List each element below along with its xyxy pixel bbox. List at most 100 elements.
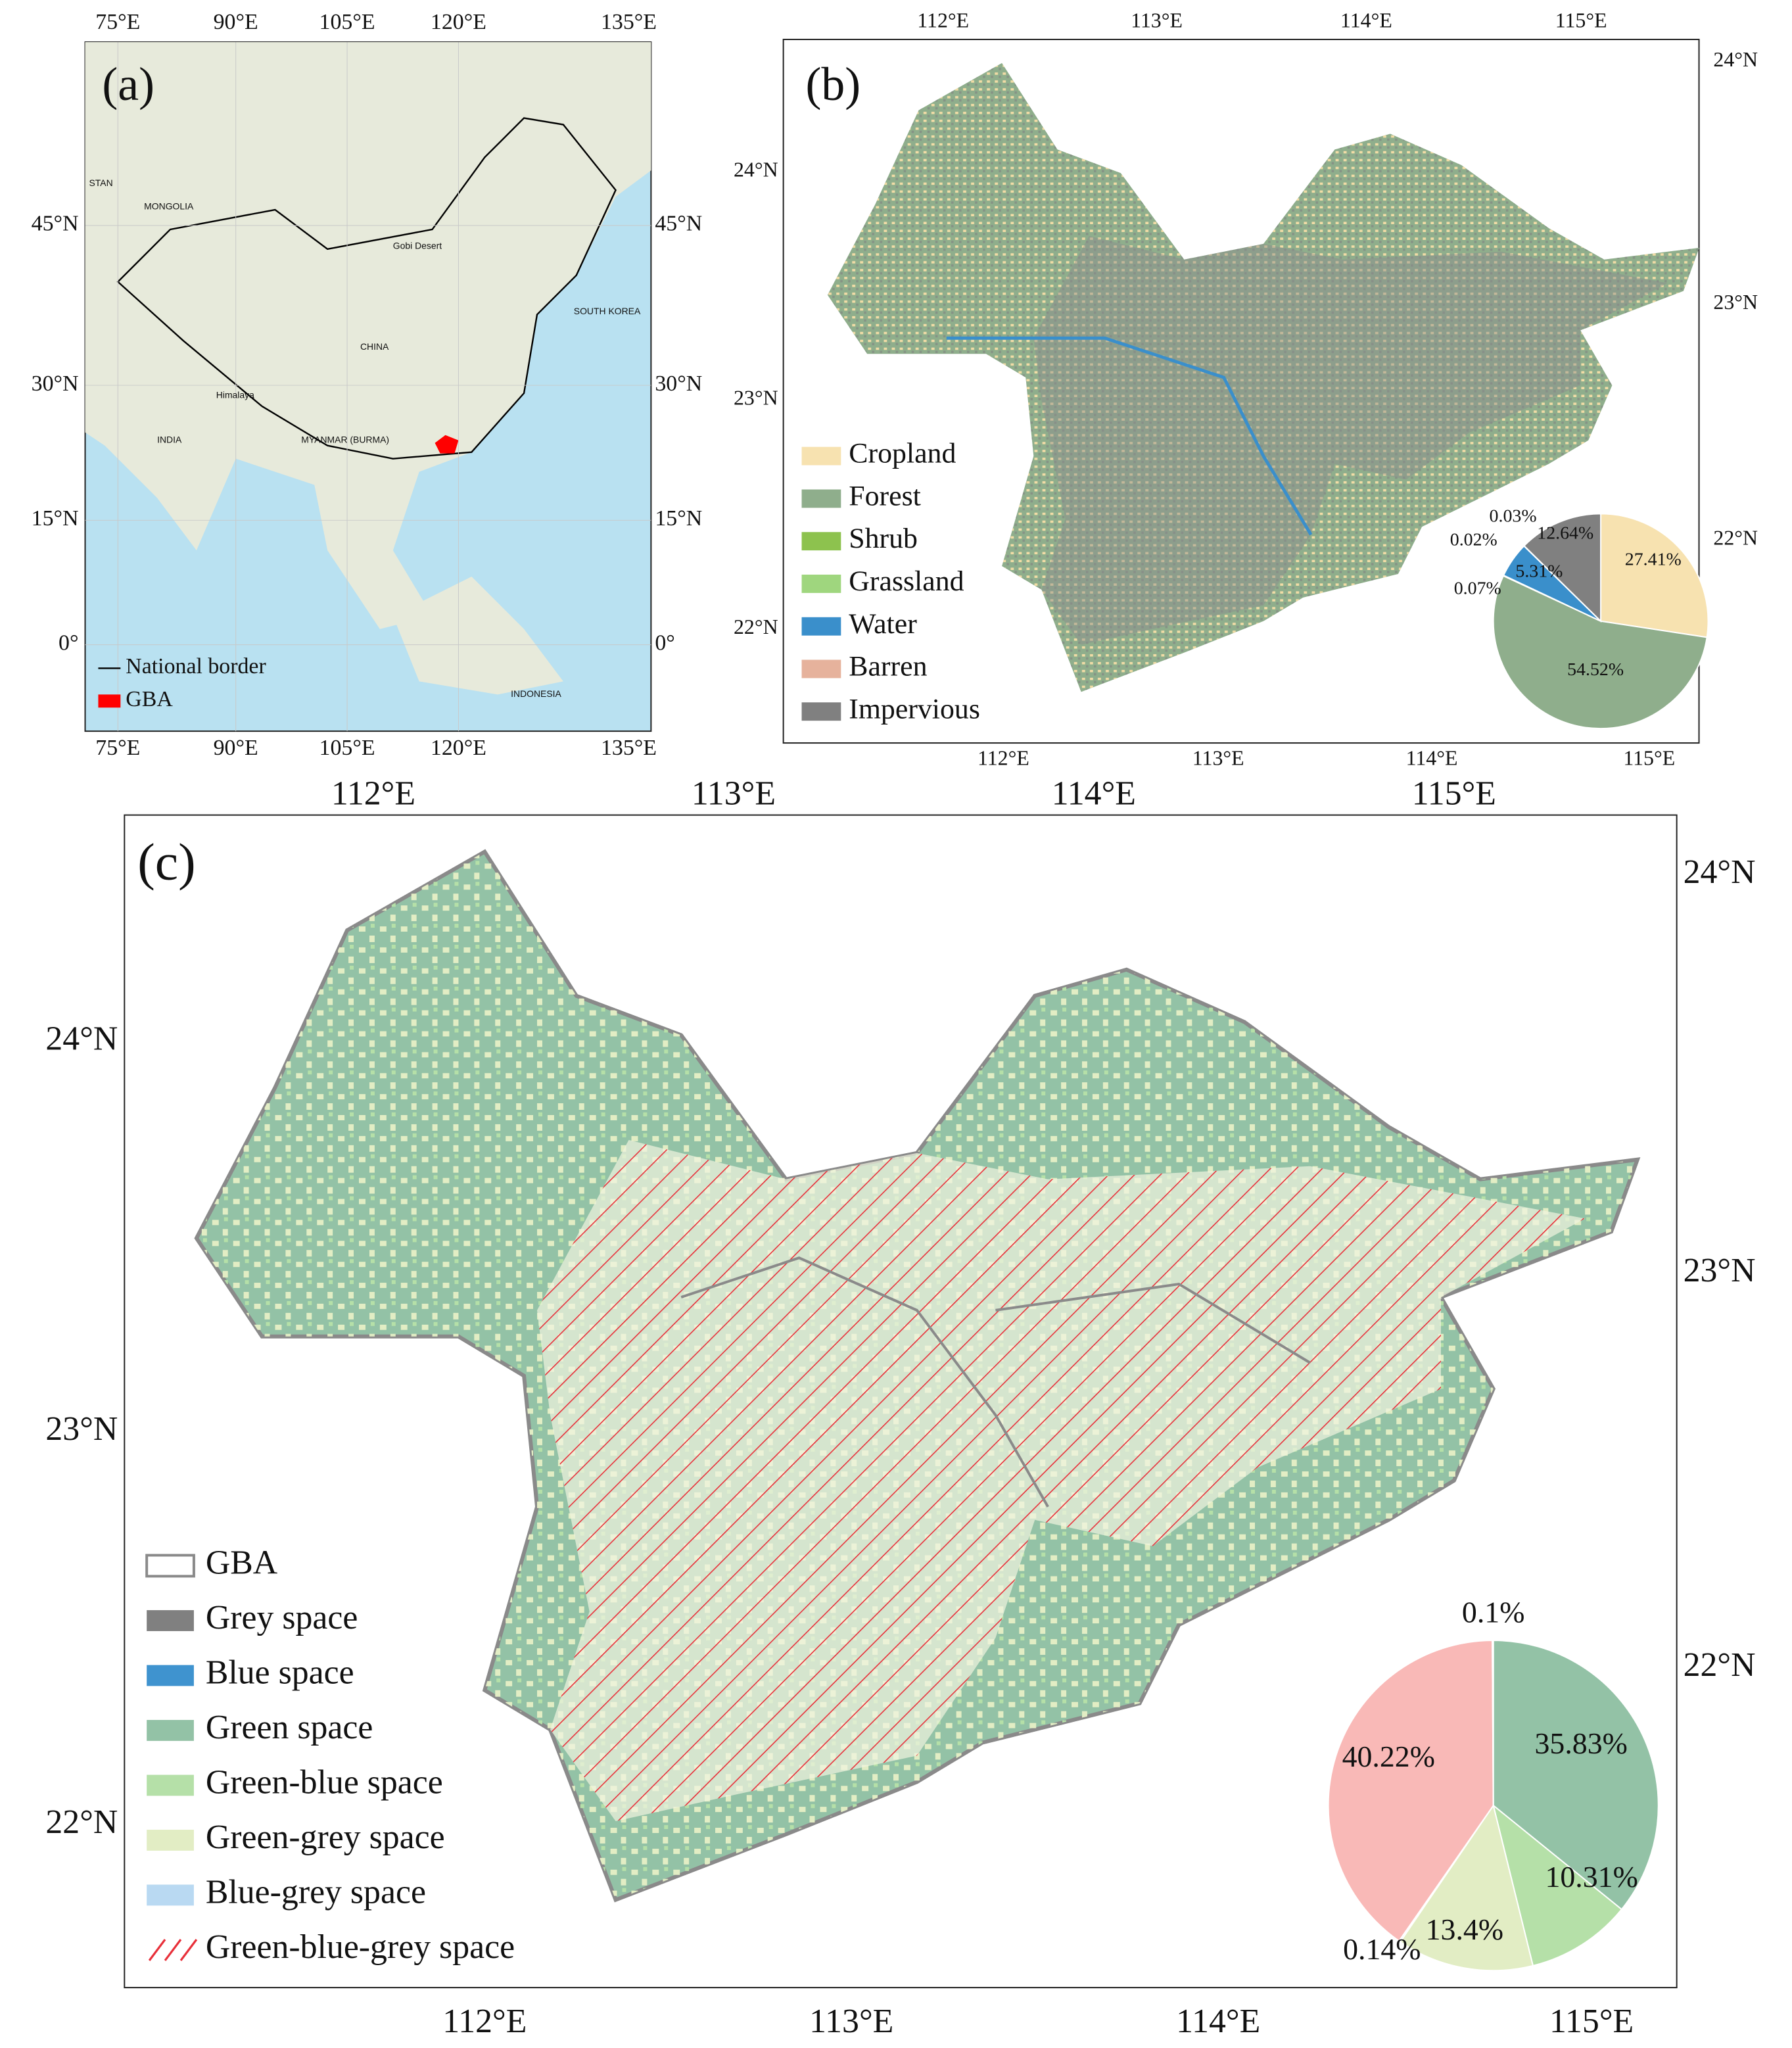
legend-swatch	[801, 575, 841, 593]
top-tick-label: 115°E	[1555, 9, 1607, 32]
place-label: MONGOLIA	[144, 201, 194, 212]
legend-swatch	[801, 489, 841, 508]
land	[85, 41, 651, 629]
legend-swatch	[179, 1939, 198, 1961]
pie-slice	[1523, 513, 1602, 623]
top-tick-label: 114°E	[1052, 775, 1136, 813]
bottom-tick-label: 115°E	[1623, 746, 1675, 769]
right-tick-label: 0°	[655, 631, 674, 655]
pie-slice	[1399, 1803, 1534, 1972]
slice-label: 40.22%	[1342, 1740, 1435, 1773]
pie-slice	[1492, 1803, 1623, 1967]
legend-label: Green-blue-grey space	[206, 1928, 515, 1966]
legend-swatch	[145, 1554, 195, 1578]
top-tick-label: 112°E	[917, 9, 969, 32]
bottom-tick-label: 112°E	[442, 2003, 527, 2040]
land	[392, 576, 563, 695]
bottom-tick-label: 113°E	[809, 2003, 893, 2040]
slice-label: 13.4%	[1426, 1913, 1503, 1946]
legend-label: Grassland	[849, 565, 964, 597]
left-tick-label: 24°N	[734, 158, 778, 181]
panel-b: (b) 112°E 113°E 114°E 115°E 112°E 113°E 114°E 1…	[734, 9, 1758, 769]
pie-slice	[1327, 1640, 1494, 1942]
top-tick-label: 120°E	[431, 10, 486, 34]
left-tick-label: 15°N	[32, 506, 79, 531]
legend-label: Green-blue space	[206, 1763, 443, 1801]
left-tick-label: 24°N	[45, 1020, 118, 1057]
left-tick-label: 45°N	[32, 212, 79, 236]
left-tick-label: 23°N	[734, 386, 778, 409]
legend-label: GBA	[126, 687, 173, 711]
legend-swatch	[801, 532, 841, 551]
left-tick-label: 22°N	[45, 1803, 118, 1841]
panel-a: (a) 75°E 90°E 105°E 120°E 135°E 75°E 90°E 105°E…	[32, 10, 703, 760]
legend-swatch	[147, 1665, 194, 1686]
pie-slice	[1600, 513, 1709, 638]
legend-label: National border	[126, 654, 266, 679]
bottom-tick-label: 75°E	[95, 736, 140, 760]
bottom-tick-label: 135°E	[601, 736, 657, 760]
right-tick-label: 45°N	[655, 212, 702, 236]
legend-swatch	[147, 1884, 194, 1906]
space-type-map	[197, 851, 1638, 1899]
slice-label: 10.31%	[1545, 1860, 1638, 1893]
legend-label: Water	[849, 608, 917, 640]
top-tick-label: 135°E	[601, 10, 657, 34]
top-tick-label: 105°E	[319, 10, 375, 34]
left-tick-label: 0°	[59, 631, 78, 655]
legend-label: Green-grey space	[206, 1819, 445, 1856]
legend-label: Green space	[206, 1709, 373, 1746]
legend-label: Blue space	[206, 1654, 354, 1691]
right-tick-label: 15°N	[655, 506, 702, 531]
bottom-tick-label: 105°E	[319, 736, 375, 760]
slice-label: 27.41%	[1625, 549, 1682, 569]
right-tick-label: 30°N	[655, 371, 702, 396]
slice-label: 54.52%	[1567, 659, 1624, 680]
legend-label: Cropland	[849, 438, 956, 469]
legend-label: Barren	[849, 651, 927, 682]
land-cover-map	[827, 62, 1700, 692]
graticule	[85, 41, 651, 732]
right-tick-label: 23°N	[1713, 291, 1758, 314]
slice-label: 0.03%	[1490, 506, 1537, 527]
place-label: SOUTH KOREA	[574, 306, 641, 316]
slice-label: 12.64%	[1537, 523, 1593, 544]
slice-label: 0.14%	[1343, 1932, 1421, 1966]
right-tick-label: 22°N	[1684, 1646, 1756, 1684]
place-label: INDIA	[157, 434, 182, 444]
top-tick-label: 114°E	[1340, 9, 1392, 32]
top-tick-label: 75°E	[95, 10, 140, 34]
legend-label: GBA	[206, 1544, 278, 1581]
place-label: CHINA	[360, 341, 389, 352]
place-label: MYANMAR (BURMA)	[301, 434, 389, 444]
legend-swatch	[801, 659, 841, 679]
china-border	[116, 117, 617, 460]
left-tick-label: 30°N	[32, 371, 79, 396]
slice-label: 35.83%	[1535, 1727, 1628, 1760]
legend-swatch	[147, 1830, 194, 1851]
right-tick-label: 22°N	[1713, 527, 1758, 550]
panel-c: (c) 112°E 113°E 114°E 115°E 112°E 113°E 114°E 1…	[45, 775, 1755, 2040]
legend-swatch	[147, 1774, 194, 1796]
right-tick-label: 24°N	[1713, 48, 1758, 71]
place-label: STAN	[89, 178, 113, 188]
legend-label: Shrub	[849, 523, 918, 554]
bottom-tick-label: 120°E	[431, 736, 486, 760]
legend-swatch	[147, 1720, 194, 1741]
left-tick-label: 23°N	[45, 1410, 118, 1448]
slice-label: 0.07%	[1454, 578, 1501, 598]
slice-label: 5.31%	[1515, 561, 1563, 581]
slice-label: 0.1%	[1462, 1596, 1524, 1629]
top-tick-label: 112°E	[331, 775, 415, 813]
bottom-tick-label: 90°E	[214, 736, 258, 760]
legend-label: Forest	[849, 480, 921, 512]
legend-swatch	[148, 1939, 166, 1961]
panel-label: (b)	[806, 58, 861, 110]
place-label: Gobi Desert	[393, 241, 442, 251]
bottom-tick-label: 115°E	[1549, 2003, 1634, 2040]
bottom-tick-label: 113°E	[1192, 746, 1244, 769]
legend-label: Impervious	[849, 693, 980, 725]
slice-label: 0.02%	[1450, 530, 1497, 550]
pie-slice	[1492, 575, 1708, 730]
